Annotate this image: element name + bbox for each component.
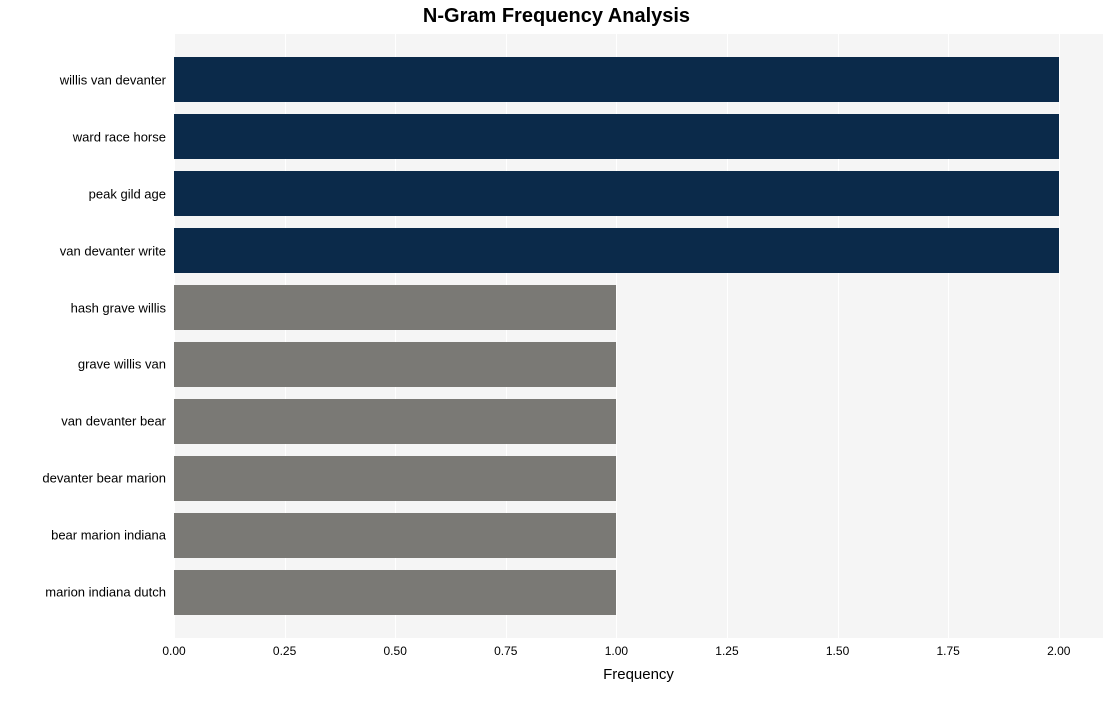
x-tick-label: 0.75 (494, 638, 517, 658)
bar (174, 399, 616, 443)
x-tick-label: 1.25 (715, 638, 738, 658)
y-tick-label: devanter bear marion (42, 471, 174, 486)
bar (174, 285, 616, 329)
bar (174, 513, 616, 557)
y-tick-label: grave willis van (78, 357, 174, 372)
bar (174, 114, 1059, 158)
bar (174, 171, 1059, 215)
x-tick-label: 2.00 (1047, 638, 1070, 658)
y-tick-label: van devanter bear (61, 414, 174, 429)
x-tick-label: 0.50 (384, 638, 407, 658)
bar (174, 570, 616, 614)
y-tick-label: ward race horse (73, 129, 174, 144)
chart-container: N-Gram Frequency Analysis Frequency 0.00… (0, 0, 1113, 701)
x-tick-label: 1.75 (936, 638, 959, 658)
bar (174, 456, 616, 500)
bar (174, 342, 616, 386)
y-tick-label: willis van devanter (60, 72, 174, 87)
plot-area: Frequency 0.000.250.500.751.001.251.501.… (174, 34, 1103, 638)
y-tick-label: peak gild age (89, 186, 174, 201)
chart-title: N-Gram Frequency Analysis (0, 5, 1113, 28)
x-tick-label: 1.50 (826, 638, 849, 658)
gridline (1059, 34, 1060, 638)
y-tick-label: van devanter write (60, 243, 174, 258)
x-tick-label: 0.25 (273, 638, 296, 658)
x-tick-label: 1.00 (605, 638, 628, 658)
x-tick-label: 0.00 (162, 638, 185, 658)
y-tick-label: marion indiana dutch (45, 585, 174, 600)
bar (174, 57, 1059, 101)
y-tick-label: bear marion indiana (51, 528, 174, 543)
bar (174, 228, 1059, 272)
x-axis-title: Frequency (174, 638, 1103, 683)
y-tick-label: hash grave willis (71, 300, 174, 315)
